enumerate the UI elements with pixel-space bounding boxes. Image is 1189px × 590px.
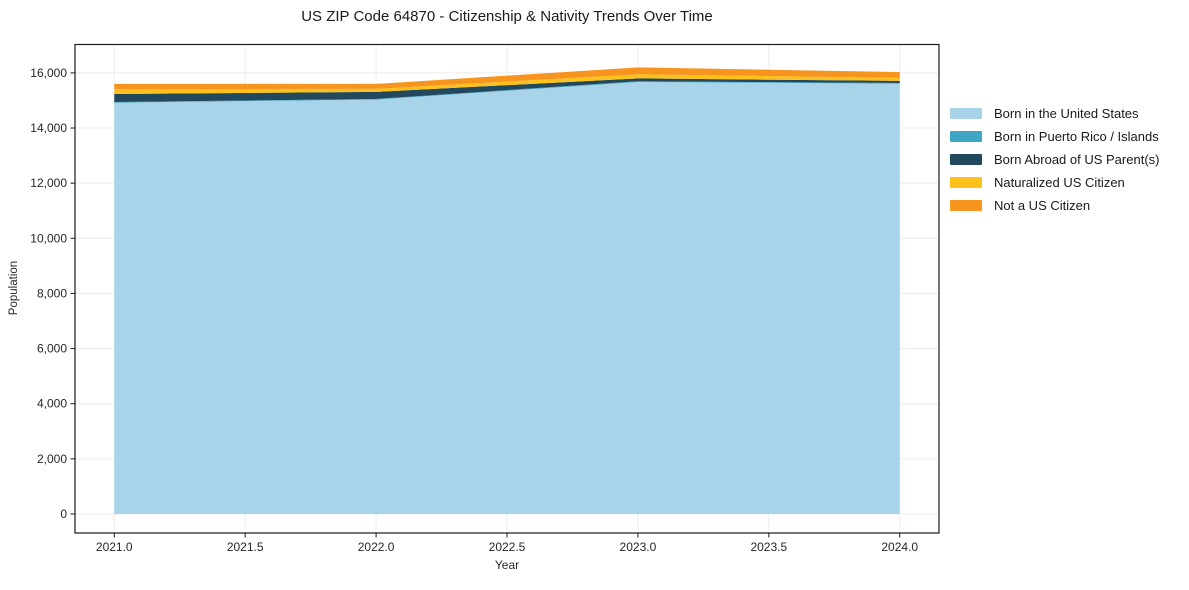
legend-item-3: Naturalized US Citizen [950,171,1159,194]
legend-swatch-icon [950,131,982,142]
x-tick-label: 2021.0 [96,540,133,554]
x-tick-label: 2023.5 [750,540,787,554]
legend-label: Born Abroad of US Parent(s) [994,152,1160,167]
chart-title: US ZIP Code 64870 - Citizenship & Nativi… [301,8,713,25]
legend-label: Born in Puerto Rico / Islands [994,129,1159,144]
y-axis-label: Population [8,260,20,316]
x-axis-label: Year [494,558,520,572]
y-tick-label: 4,000 [37,397,67,411]
legend-swatch-icon [950,200,982,211]
y-tick-label: 6,000 [37,342,67,356]
legend-item-0: Born in the United States [950,102,1159,125]
y-tick-label: 10,000 [30,231,67,245]
x-tick-label: 2022.0 [358,540,395,554]
y-tick-label: 12,000 [30,176,67,190]
y-tick-label: 2,000 [37,452,67,466]
x-tick-label: 2022.5 [489,540,526,554]
y-tick-label: 8,000 [37,286,67,300]
area-series-4 [114,67,900,90]
legend-label: Naturalized US Citizen [994,175,1125,190]
y-tick-label: 16,000 [30,66,67,80]
legend-swatch-icon [950,177,982,188]
legend-label: Born in the United States [994,106,1139,121]
legend-label: Not a US Citizen [994,198,1091,213]
x-tick-label: 2021.5 [227,540,264,554]
legend-item-4: Not a US Citizen [950,194,1159,217]
legend-item-2: Born Abroad of US Parent(s) [950,148,1159,171]
area-series-2 [114,78,900,102]
legend-item-1: Born in Puerto Rico / Islands [950,125,1159,148]
legend-swatch-icon [950,154,982,165]
area-series-0 [114,81,900,514]
area-series-3 [114,74,900,94]
y-tick-label: 14,000 [30,121,67,135]
legend: Born in the United States Born in Puerto … [950,102,1159,217]
x-tick-label: 2024.0 [881,540,918,554]
legend-swatch-icon [950,108,982,119]
y-tick-label: 0 [60,507,67,521]
x-tick-label: 2023.0 [620,540,657,554]
